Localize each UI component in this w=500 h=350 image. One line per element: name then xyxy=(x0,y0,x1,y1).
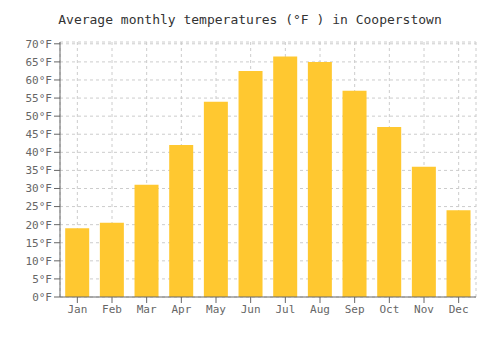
svg-text:Oct: Oct xyxy=(379,303,399,316)
svg-text:0°F: 0°F xyxy=(32,291,52,304)
svg-text:50°F: 50°F xyxy=(26,110,53,123)
svg-text:10°F: 10°F xyxy=(26,255,53,268)
svg-text:Dec: Dec xyxy=(449,303,469,316)
svg-text:Feb: Feb xyxy=(102,303,122,316)
svg-text:35°F: 35°F xyxy=(26,164,53,177)
svg-text:Sep: Sep xyxy=(345,303,365,316)
svg-text:5°F: 5°F xyxy=(32,273,52,286)
svg-text:45°F: 45°F xyxy=(26,128,53,141)
svg-text:65°F: 65°F xyxy=(26,56,53,69)
svg-text:20°F: 20°F xyxy=(26,219,53,232)
svg-text:55°F: 55°F xyxy=(26,92,53,105)
svg-text:Jul: Jul xyxy=(275,303,295,316)
svg-text:Jun: Jun xyxy=(241,303,261,316)
svg-text:15°F: 15°F xyxy=(26,237,53,250)
svg-text:May: May xyxy=(206,303,226,316)
svg-text:70°F: 70°F xyxy=(26,38,53,51)
svg-text:30°F: 30°F xyxy=(26,182,53,195)
svg-text:Apr: Apr xyxy=(171,303,191,316)
svg-text:Mar: Mar xyxy=(137,303,157,316)
svg-text:Aug: Aug xyxy=(310,303,330,316)
svg-text:Nov: Nov xyxy=(414,303,434,316)
html-text:Average monthly temperatures (: Average monthly temperatures (°F ) in Co… xyxy=(58,12,442,27)
svg-text:Jan: Jan xyxy=(67,303,87,316)
svg-text:60°F: 60°F xyxy=(26,74,53,87)
svg-text:40°F: 40°F xyxy=(26,146,53,159)
svg-text:25°F: 25°F xyxy=(26,200,53,213)
